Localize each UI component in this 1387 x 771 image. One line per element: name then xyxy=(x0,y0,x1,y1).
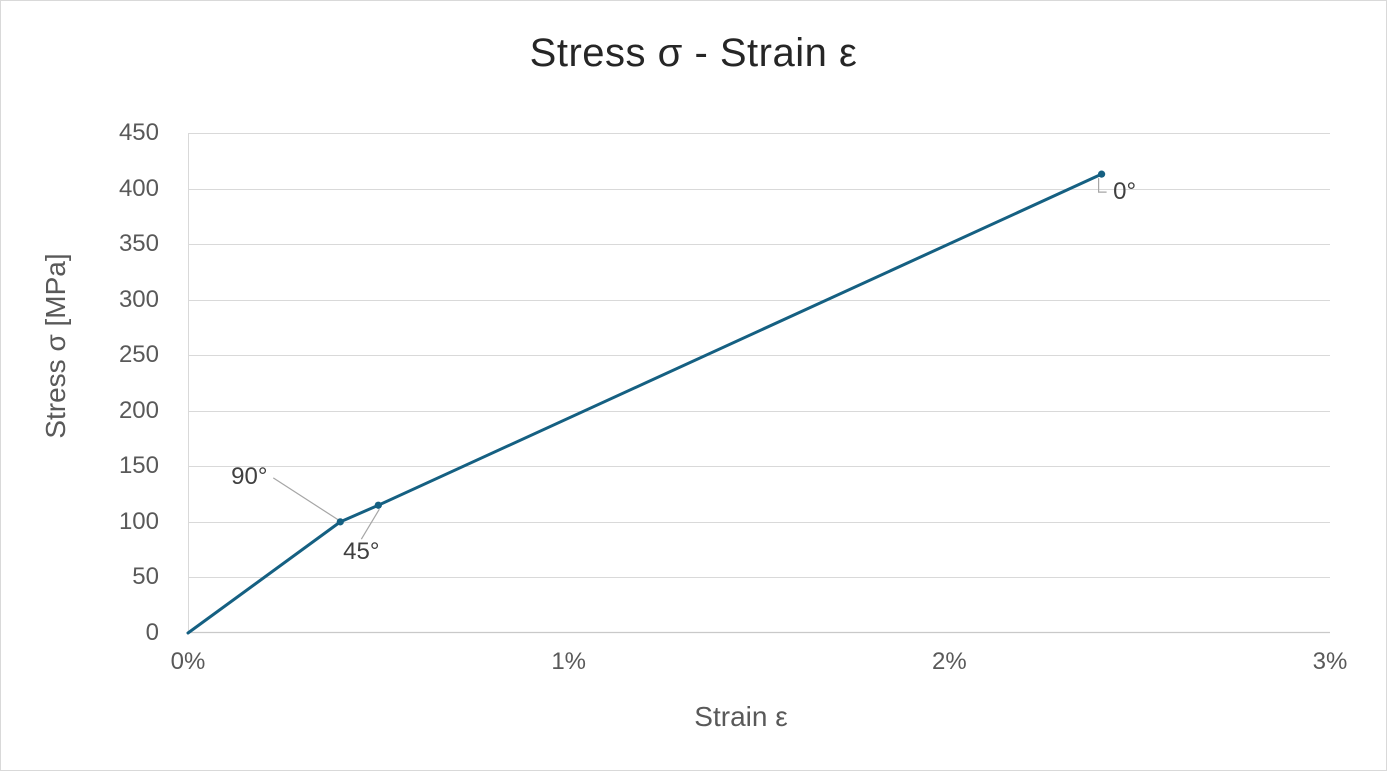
x-tick-label: 0% xyxy=(170,648,206,675)
x-tick-label: 3% xyxy=(1312,648,1348,675)
plot-area xyxy=(186,133,1330,635)
label-leader-line xyxy=(360,508,380,540)
label-leader-line xyxy=(1097,178,1107,193)
x-tick-label: 2% xyxy=(931,648,967,675)
x-axis-title: Strain ε xyxy=(694,701,788,732)
y-tick-label: 300 xyxy=(118,285,159,313)
data-point-marker xyxy=(336,518,344,526)
y-tick-label: 100 xyxy=(118,507,159,535)
data-point-marker xyxy=(374,501,382,509)
data-label-45deg: 45° xyxy=(343,538,380,566)
y-tick-label: 450 xyxy=(118,119,159,146)
data-label-0deg: 0° xyxy=(1113,178,1137,206)
y-tick-label: 350 xyxy=(118,230,159,258)
y-tick-label: 200 xyxy=(118,396,159,424)
y-tick-label: 150 xyxy=(118,452,159,480)
y-tick-label: 250 xyxy=(118,341,159,369)
data-point-marker xyxy=(1098,170,1106,178)
y-tick-label: 0 xyxy=(145,619,159,646)
label-leader-line xyxy=(272,477,339,521)
x-tick-label: 1% xyxy=(551,648,586,675)
data-label-90deg: 90° xyxy=(231,462,268,490)
chart-title: Stress σ - Strain ε xyxy=(529,31,858,75)
y-tick-label: 400 xyxy=(118,174,159,202)
y-tick-label: 50 xyxy=(132,563,159,591)
series-line xyxy=(186,172,1104,635)
